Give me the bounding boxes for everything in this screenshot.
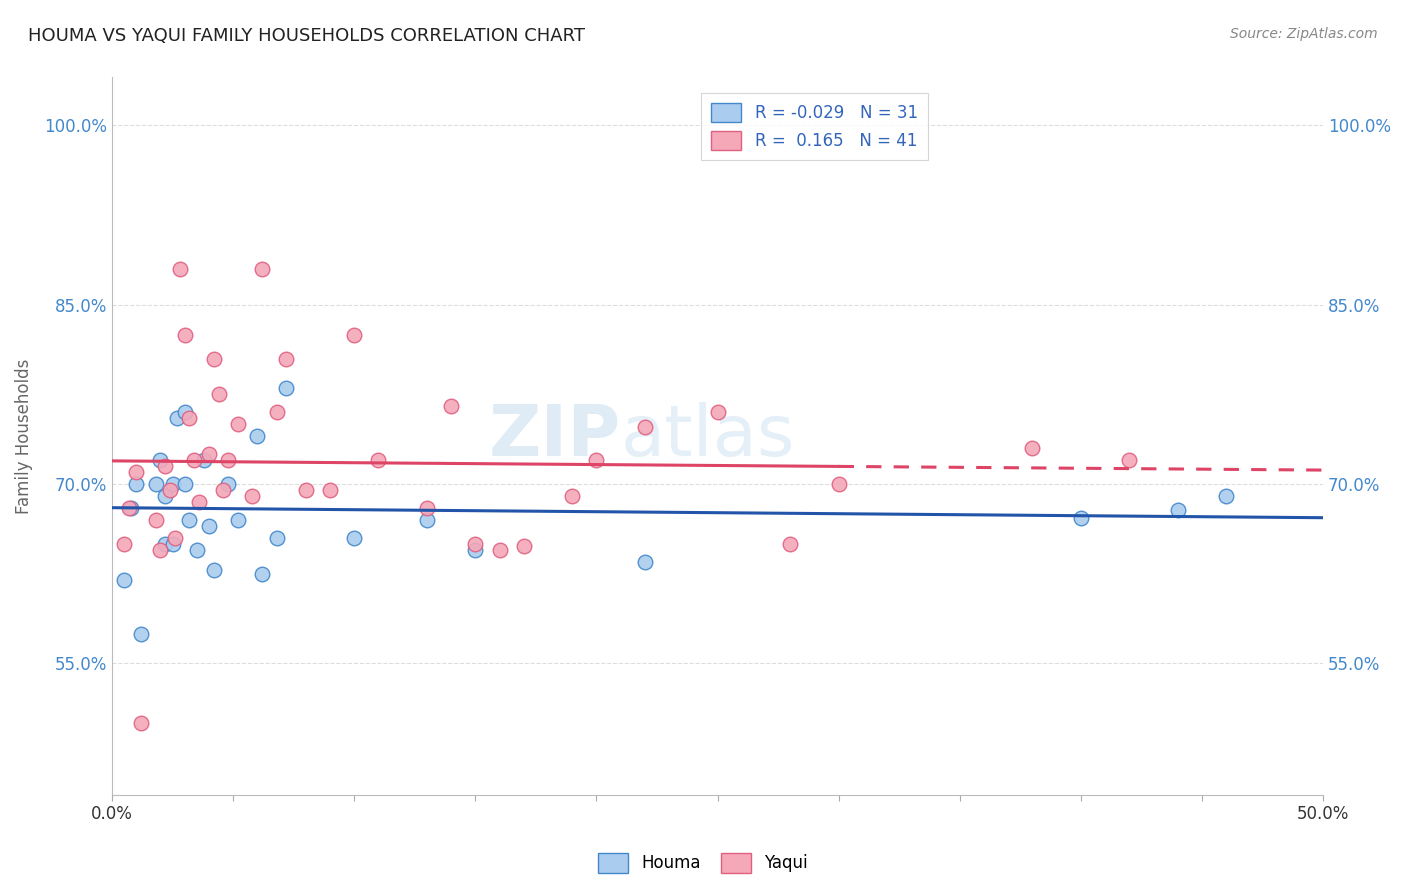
Point xyxy=(186,542,208,557)
Point xyxy=(162,537,184,551)
Point xyxy=(1021,441,1043,455)
Point xyxy=(198,447,221,461)
Point xyxy=(155,489,177,503)
Point xyxy=(173,405,195,419)
Text: Source: ZipAtlas.com: Source: ZipAtlas.com xyxy=(1230,27,1378,41)
Point xyxy=(125,477,148,491)
Point xyxy=(226,417,249,432)
Point xyxy=(112,573,135,587)
Point xyxy=(276,351,298,366)
Point xyxy=(207,387,229,401)
Point xyxy=(294,483,316,497)
Point xyxy=(367,453,389,467)
Point xyxy=(173,327,195,342)
Point xyxy=(242,489,264,503)
Point xyxy=(155,537,177,551)
Point xyxy=(202,563,225,577)
Point xyxy=(634,555,657,569)
Point xyxy=(198,519,221,533)
Point xyxy=(1167,503,1189,517)
Text: atlas: atlas xyxy=(620,401,794,471)
Point xyxy=(266,531,288,545)
Point xyxy=(1215,489,1237,503)
Point xyxy=(634,419,657,434)
Point xyxy=(159,483,181,497)
Point xyxy=(149,542,172,557)
Point xyxy=(827,477,849,491)
Point xyxy=(129,626,152,640)
Point xyxy=(166,411,188,425)
Point xyxy=(179,513,201,527)
Point xyxy=(217,477,239,491)
Point xyxy=(125,465,148,479)
Point xyxy=(173,477,195,491)
Point xyxy=(266,405,288,419)
Point xyxy=(585,453,607,467)
Legend: Houma, Yaqui: Houma, Yaqui xyxy=(592,847,814,880)
Point xyxy=(464,537,486,551)
Point xyxy=(246,429,269,443)
Point xyxy=(561,489,583,503)
Point xyxy=(1118,453,1140,467)
Legend: R = -0.029   N = 31, R =  0.165   N = 41: R = -0.029 N = 31, R = 0.165 N = 41 xyxy=(702,93,928,160)
Point xyxy=(464,542,486,557)
Point xyxy=(112,537,135,551)
Point xyxy=(416,513,439,527)
Text: HOUMA VS YAQUI FAMILY HOUSEHOLDS CORRELATION CHART: HOUMA VS YAQUI FAMILY HOUSEHOLDS CORRELA… xyxy=(28,27,585,45)
Point xyxy=(163,531,186,545)
Point xyxy=(440,400,463,414)
Point xyxy=(250,261,273,276)
Text: ZIP: ZIP xyxy=(488,401,620,471)
Point xyxy=(202,351,225,366)
Point xyxy=(149,453,172,467)
Point xyxy=(145,513,167,527)
Point xyxy=(319,483,342,497)
Point xyxy=(779,537,801,551)
Point xyxy=(488,542,510,557)
Point xyxy=(416,501,439,516)
Point xyxy=(183,453,205,467)
Point xyxy=(129,716,152,731)
Point xyxy=(343,327,366,342)
Point xyxy=(343,531,366,545)
Point xyxy=(120,501,142,516)
Point xyxy=(118,501,141,516)
Point xyxy=(155,459,177,474)
Point xyxy=(162,477,184,491)
Point xyxy=(145,477,167,491)
Y-axis label: Family Households: Family Households xyxy=(15,359,32,514)
Point xyxy=(1070,510,1092,524)
Point xyxy=(217,453,239,467)
Point xyxy=(179,411,201,425)
Point xyxy=(226,513,249,527)
Point xyxy=(276,381,298,395)
Point xyxy=(513,539,536,553)
Point xyxy=(212,483,235,497)
Point xyxy=(169,261,191,276)
Point xyxy=(193,453,215,467)
Point xyxy=(706,405,728,419)
Point xyxy=(188,495,211,509)
Point xyxy=(250,566,273,581)
